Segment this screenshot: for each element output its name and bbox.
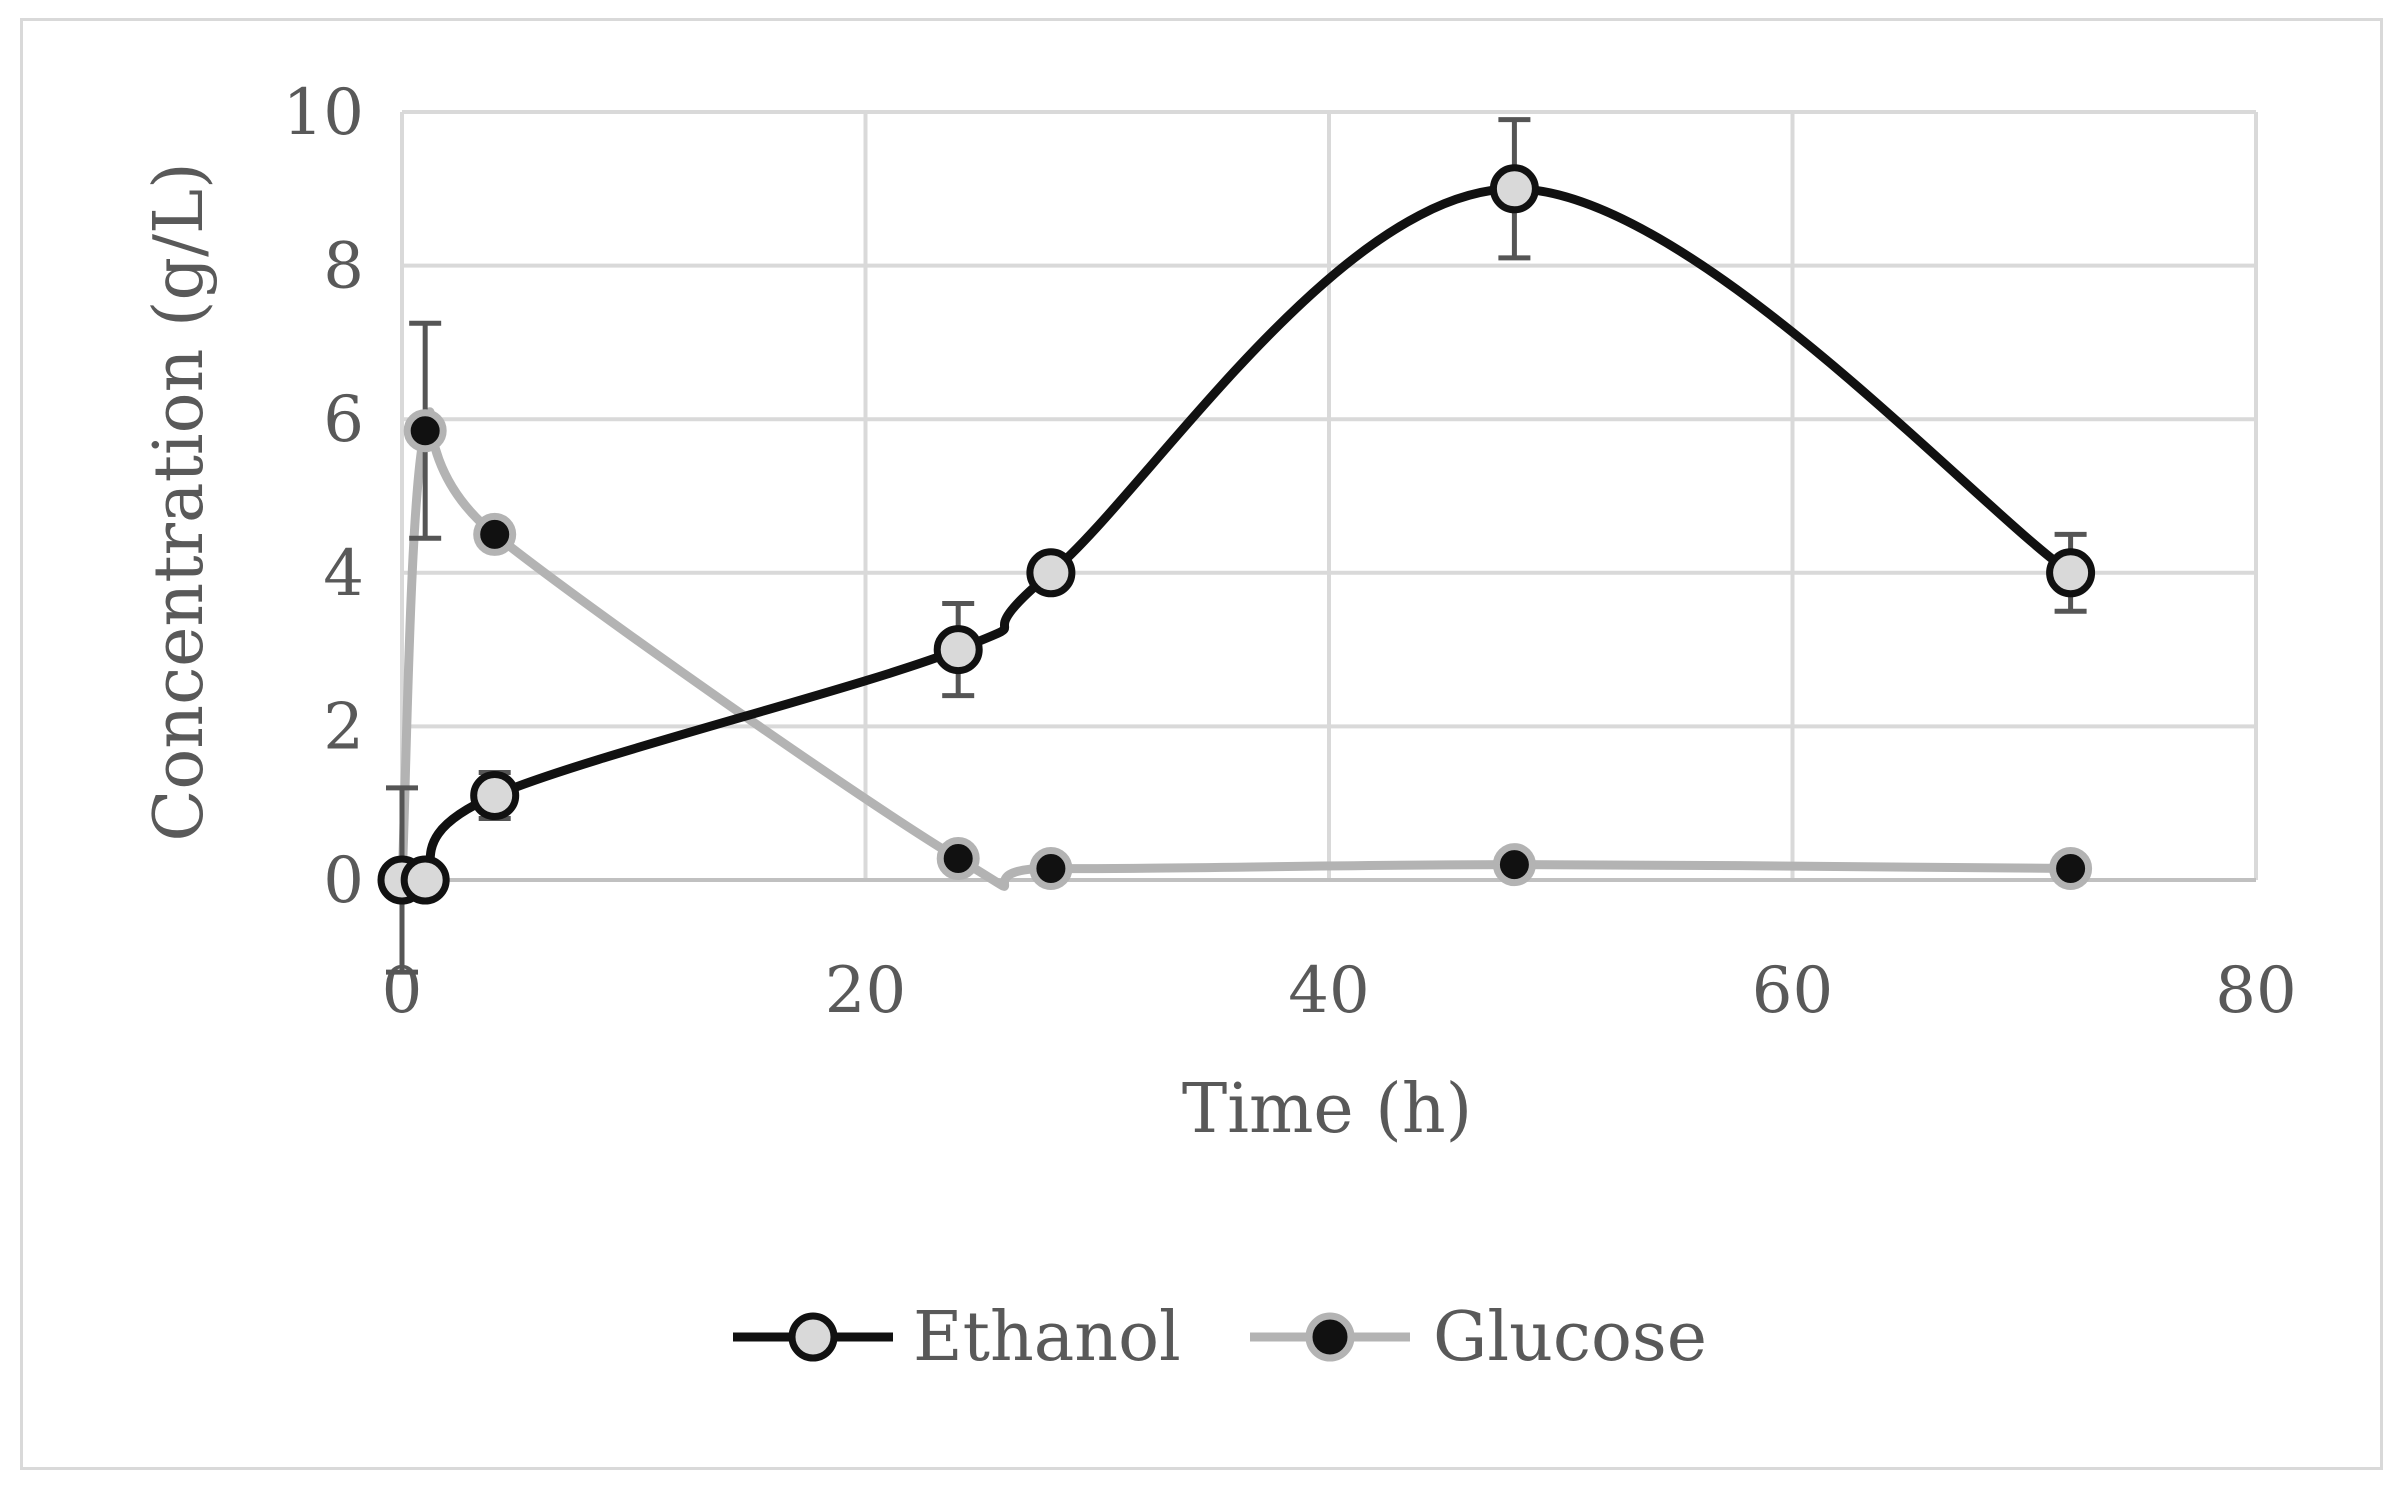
ethanol-point — [470, 771, 520, 821]
glucose-point — [473, 512, 517, 556]
ethanol-point — [933, 625, 983, 675]
ethanol-line — [397, 184, 2076, 891]
glucose-point — [1029, 846, 1073, 890]
y-tick-label: 0 — [323, 844, 364, 918]
x-tick-label: 80 — [2215, 954, 2296, 1028]
legend-ethanol-marker — [788, 1312, 838, 1362]
x-tick-label: 40 — [1288, 954, 1369, 1028]
glucose-point — [936, 836, 980, 880]
y-axis-title: Concentration (g/L) — [140, 162, 219, 841]
x-tick-label: 20 — [825, 954, 906, 1028]
legend-item-ethanol: Ethanol — [733, 1298, 1181, 1377]
series-layer — [377, 117, 2096, 975]
x-tick-label: 60 — [1752, 954, 1833, 1028]
y-tick-label: 10 — [283, 76, 364, 150]
x-axis-title: Time (h) — [1182, 1070, 1472, 1149]
legend-glucose-marker — [1305, 1312, 1355, 1362]
y-tick-label: 6 — [323, 383, 364, 457]
legend-label-ethanol: Ethanol — [913, 1298, 1181, 1377]
legend-item-glucose: Glucose — [1250, 1298, 1707, 1377]
glucose-line — [397, 407, 2076, 891]
legend: Ethanol Glucose — [733, 1298, 1707, 1377]
y-tick-label: 2 — [323, 690, 364, 764]
y-tick-label: 8 — [323, 230, 364, 304]
series-ethanol — [377, 117, 2096, 905]
glucose-point — [403, 409, 447, 453]
ethanol-point — [2046, 548, 2096, 598]
y-tick-label: 4 — [323, 537, 364, 611]
ethanol-point — [400, 855, 450, 905]
glucose-point — [2049, 846, 2093, 890]
legend-label-glucose: Glucose — [1433, 1298, 1707, 1377]
glucose-point — [1492, 843, 1536, 887]
chart-frame — [20, 18, 2383, 1470]
ethanol-point — [1489, 164, 1539, 214]
ethanol-point — [1026, 548, 1076, 598]
